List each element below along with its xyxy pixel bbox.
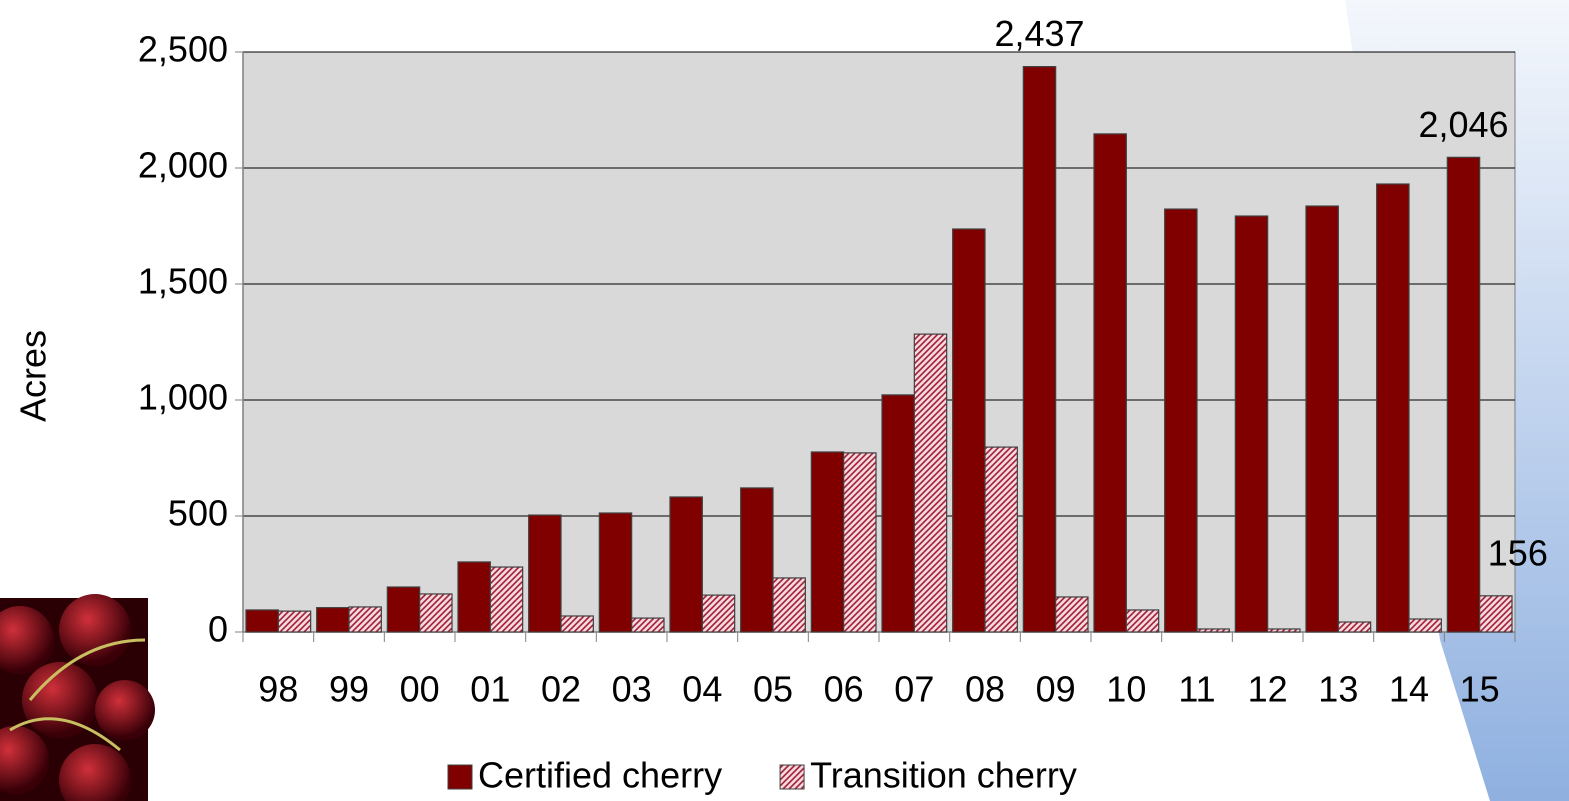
x-tick-label: 00	[400, 669, 440, 710]
x-tick-label: 14	[1389, 669, 1429, 710]
x-tick-label: 07	[894, 669, 934, 710]
bar	[1479, 595, 1513, 633]
bar	[1408, 618, 1442, 633]
y-tick-label: 1,500	[138, 261, 228, 302]
bar	[560, 615, 594, 633]
bar	[881, 394, 915, 633]
bar	[277, 610, 312, 633]
y-tick-label: 500	[168, 493, 228, 534]
bar	[1234, 215, 1269, 633]
data-label: 2,046	[1418, 104, 1508, 145]
y-axis-title: Acres	[13, 330, 54, 422]
legend-swatch	[779, 764, 805, 790]
x-tick-label: 03	[612, 669, 652, 710]
bar	[1022, 66, 1057, 633]
bar	[1446, 156, 1481, 633]
bar	[598, 512, 633, 633]
x-tick-label: 10	[1106, 669, 1146, 710]
bar	[1196, 628, 1230, 633]
bar	[1055, 596, 1089, 633]
x-tick-label: 12	[1248, 669, 1288, 710]
data-label: 156	[1488, 532, 1548, 573]
cherry-photo	[0, 594, 155, 801]
legend-swatch	[447, 764, 473, 790]
bar	[631, 617, 665, 633]
legend-label: Certified cherry	[478, 755, 722, 796]
x-tick-label: 11	[1178, 669, 1215, 710]
bar	[1305, 205, 1339, 633]
bar	[419, 593, 453, 633]
bar	[245, 609, 279, 633]
x-tick-label: 06	[824, 669, 864, 710]
x-tick-label: 02	[541, 669, 581, 710]
bar	[316, 607, 350, 633]
bar	[1376, 183, 1410, 633]
y-tick-label: 1,000	[138, 377, 228, 418]
bar	[528, 514, 562, 633]
bar	[1125, 609, 1160, 633]
x-tick-label: 01	[470, 669, 510, 710]
bar	[489, 566, 524, 633]
bar	[913, 333, 948, 633]
x-tick-label: 13	[1318, 669, 1358, 710]
plot-area	[242, 51, 1516, 633]
x-tick-label: 08	[965, 669, 1005, 710]
bar	[457, 561, 491, 633]
x-tick-label: 09	[1036, 669, 1076, 710]
x-tick-label: 04	[682, 669, 722, 710]
bar	[701, 594, 736, 633]
bar	[952, 228, 986, 633]
bar	[984, 446, 1018, 633]
bar	[1164, 208, 1198, 633]
data-label: 2,437	[994, 13, 1084, 54]
x-tick-label: 05	[753, 669, 793, 710]
bar	[1093, 133, 1127, 633]
bar	[843, 452, 877, 633]
x-tick-label: 98	[258, 669, 298, 710]
bar	[810, 451, 845, 633]
bar	[1337, 621, 1372, 633]
y-tick-label: 2,000	[138, 145, 228, 186]
bar	[1267, 628, 1301, 633]
bar	[669, 496, 703, 633]
bar	[386, 586, 421, 633]
y-tick-label: 0	[208, 609, 228, 650]
legend-label: Transition cherry	[810, 755, 1077, 796]
bar	[348, 606, 382, 633]
bar	[772, 577, 806, 633]
x-tick-label: 15	[1460, 669, 1500, 710]
y-tick-label: 2,500	[138, 29, 228, 70]
bar	[740, 487, 774, 633]
x-tick-label: 99	[329, 669, 369, 710]
